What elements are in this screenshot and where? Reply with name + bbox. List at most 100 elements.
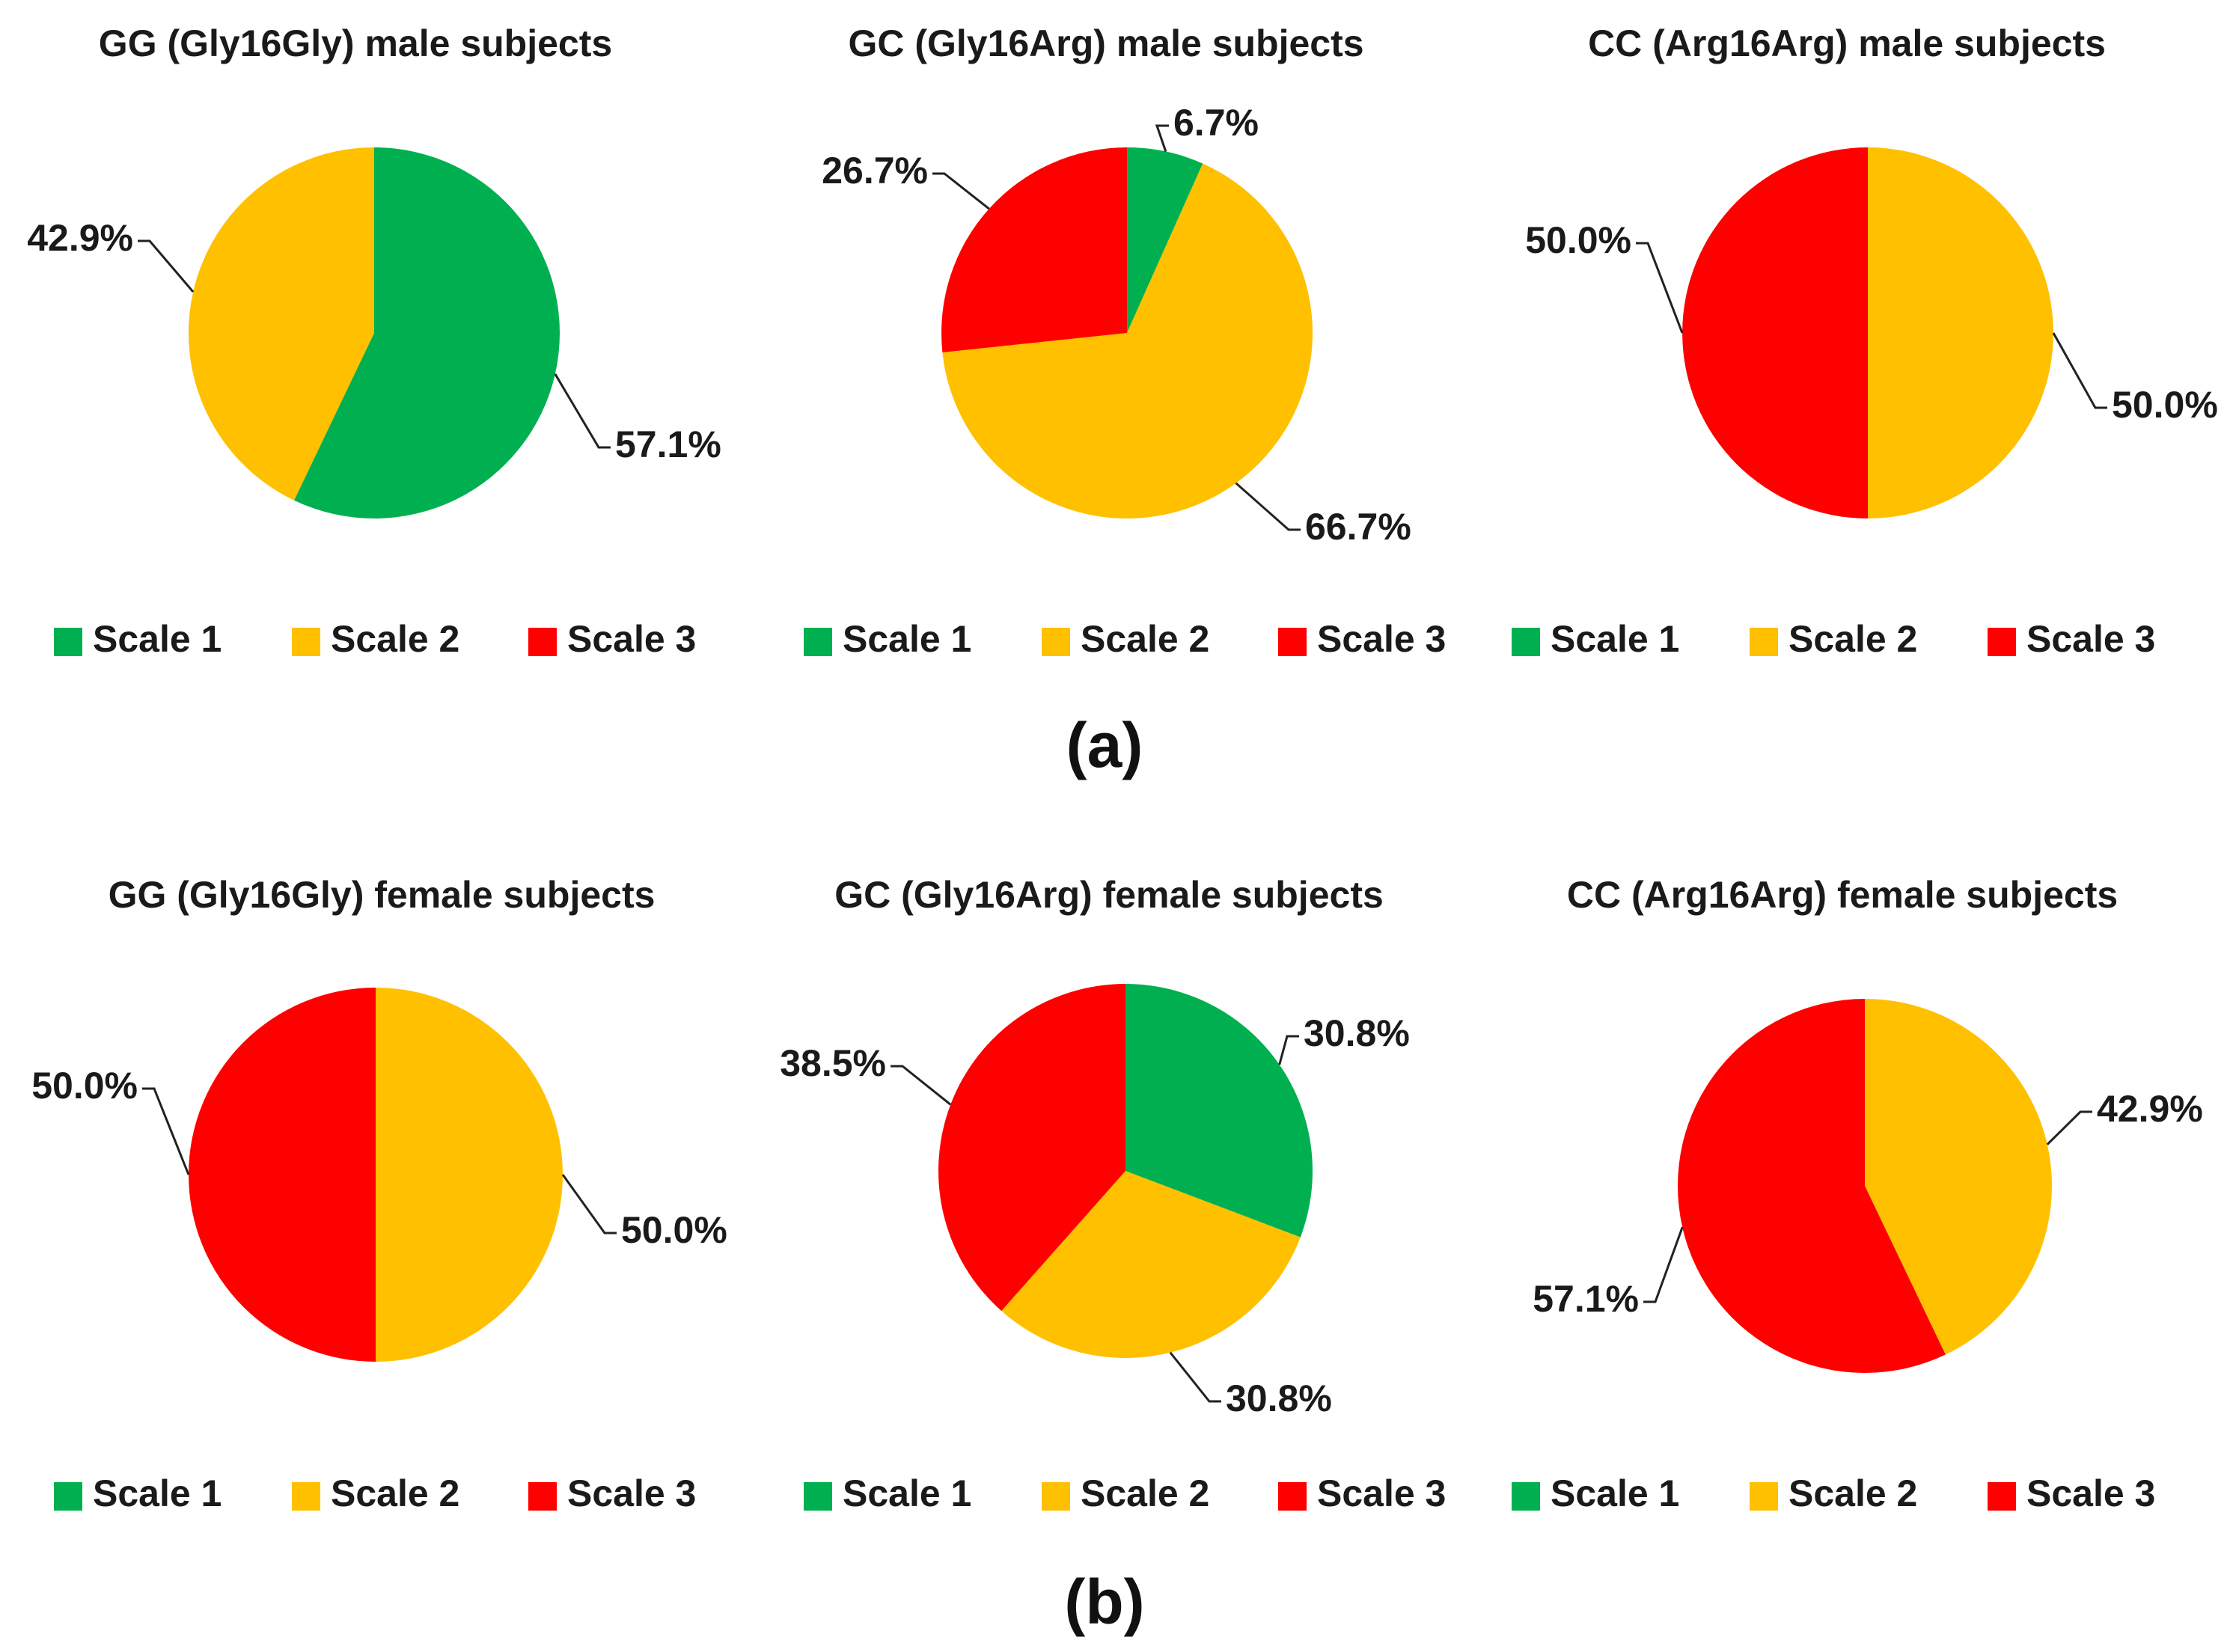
legend-label: Scale 3 xyxy=(2026,1472,2155,1514)
legend-label: Scale 2 xyxy=(331,618,459,660)
legend-label: Scale 1 xyxy=(1551,1472,1679,1514)
legend-label: Scale 3 xyxy=(2026,618,2155,660)
data-label-scale-3: 26.7% xyxy=(822,150,928,192)
chart-title: CC (Arg16Arg) female subjects xyxy=(1567,874,2118,916)
data-label-scale-1: 6.7% xyxy=(1173,102,1259,144)
legend-label: Scale 3 xyxy=(1317,618,1446,660)
panel-label-a: (a) xyxy=(1066,710,1143,780)
legend-label: Scale 1 xyxy=(843,618,971,660)
leader-line xyxy=(1169,1351,1221,1403)
data-label-scale-3: 57.1% xyxy=(1533,1278,1639,1320)
legend-label: Scale 3 xyxy=(567,618,696,660)
legend-label: Scale 2 xyxy=(1081,618,1209,660)
legend-item-scale-3: Scale 3 xyxy=(1278,618,1446,660)
pie-slice-scale-3 xyxy=(941,147,1127,353)
pie-slice-scale-2 xyxy=(1868,147,2053,518)
legend-item-scale-2: Scale 2 xyxy=(1042,618,1209,660)
legend-swatch xyxy=(1512,1482,1540,1511)
legend-item-scale-3: Scale 3 xyxy=(1988,1472,2155,1514)
pie-slice-scale-3 xyxy=(189,988,376,1362)
leader-line xyxy=(2046,1110,2092,1145)
chart-title: GG (Gly16Gly) female subjects xyxy=(109,874,656,916)
pie-chart-1: GG (Gly16Gly) male subjects 57.1% 42.9% Sca… xyxy=(27,22,721,660)
legend-swatch xyxy=(1042,1482,1070,1511)
legend-item-scale-3: Scale 3 xyxy=(1278,1472,1446,1514)
chart-title: GG (Gly16Gly) male subjects xyxy=(99,22,612,64)
legend-label: Scale 3 xyxy=(1317,1472,1446,1514)
legend-item-scale-1: Scale 1 xyxy=(1512,1472,1679,1514)
data-label-scale-3: 50.0% xyxy=(1525,219,1631,261)
leader-line xyxy=(1636,242,1684,334)
leader-line xyxy=(554,373,611,449)
legend-item-scale-1: Scale 1 xyxy=(54,1472,222,1514)
legend-item-scale-2: Scale 2 xyxy=(1042,1472,1209,1514)
legend-item-scale-2: Scale 2 xyxy=(1750,618,1917,660)
pie-slice-scale-2 xyxy=(1001,1171,1301,1358)
leader-line xyxy=(1643,1226,1684,1303)
legend-label: Scale 3 xyxy=(567,1472,696,1514)
pie-chart-2: GC (Gly16Arg) male subjects 6.7% 66.7% 26.7… xyxy=(804,22,1446,660)
legend-swatch xyxy=(292,628,320,656)
legend-swatch xyxy=(1278,1482,1307,1511)
legend-swatch xyxy=(528,1482,557,1511)
leader-line xyxy=(2052,332,2107,409)
pie-slice-scale-3 xyxy=(1682,147,1868,518)
pie-slice-scale-1 xyxy=(294,147,560,518)
legend-swatch xyxy=(528,628,557,656)
charts-layer: GG (Gly16Gly) male subjects 57.1% 42.9% Sca… xyxy=(27,22,2218,1514)
legend-swatch xyxy=(1750,628,1778,656)
data-label-scale-2: 42.9% xyxy=(2097,1088,2203,1130)
pie-slice-scale-3 xyxy=(1677,999,1946,1373)
legend-label: Scale 2 xyxy=(1789,618,1917,660)
legend-item-scale-3: Scale 3 xyxy=(1988,618,2155,660)
pie-slice-scale-2 xyxy=(942,163,1313,519)
panel-label-b: (b) xyxy=(1064,1567,1144,1637)
leader-line xyxy=(1155,124,1169,152)
data-label-scale-3: 50.0% xyxy=(31,1065,138,1107)
data-label-scale-2: 66.7% xyxy=(1305,506,1411,548)
leader-line xyxy=(1235,482,1301,531)
pie-slice-scale-3 xyxy=(938,984,1125,1312)
data-label-scale-2: 50.0% xyxy=(621,1209,727,1251)
chart-title: CC (Arg16Arg) male subjects xyxy=(1588,22,2106,64)
legend-swatch xyxy=(1042,628,1070,656)
pie-chart-6: CC (Arg16Arg) female subjects 42.9% 57.1% S… xyxy=(1512,874,2203,1514)
leader-line xyxy=(932,172,990,210)
leader-line xyxy=(891,1065,952,1106)
legend-item-scale-1: Scale 1 xyxy=(1512,618,1679,660)
pie-chart-4: GG (Gly16Gly) female subjects 50.0% 50.0% S… xyxy=(31,874,727,1514)
data-label-scale-2: 30.8% xyxy=(1226,1377,1332,1419)
legend-swatch xyxy=(804,628,832,656)
pie-slice-scale-2 xyxy=(1865,999,2052,1355)
data-label-scale-2: 42.9% xyxy=(27,217,133,259)
leader-line xyxy=(138,239,195,293)
legend-item-scale-2: Scale 2 xyxy=(292,618,459,660)
legend-swatch xyxy=(292,1482,320,1511)
legend-item-scale-2: Scale 2 xyxy=(1750,1472,1917,1514)
leader-line xyxy=(142,1087,190,1175)
legend-item-scale-1: Scale 1 xyxy=(804,1472,971,1514)
chart-title: GC (Gly16Arg) female subjects xyxy=(834,874,1384,916)
legend-swatch xyxy=(1512,628,1540,656)
data-label-scale-2: 50.0% xyxy=(2112,384,2218,426)
pie-slice-scale-2 xyxy=(376,988,563,1362)
pie-slice-scale-1 xyxy=(1125,984,1313,1238)
chart-title: GC (Gly16Arg) male subjects xyxy=(848,22,1363,64)
pie-slice-scale-1 xyxy=(1127,147,1203,333)
legend-label: Scale 2 xyxy=(1789,1472,1917,1514)
pie-chart-3: CC (Arg16Arg) male subjects 50.0% 50.0% Sca… xyxy=(1512,22,2218,660)
legend-item-scale-1: Scale 1 xyxy=(54,618,222,660)
legend-swatch xyxy=(804,1482,832,1511)
legend-item-scale-3: Scale 3 xyxy=(528,618,696,660)
pie-slice-scale-2 xyxy=(188,147,374,501)
legend-swatch xyxy=(54,1482,82,1511)
legend-label: Scale 2 xyxy=(331,1472,459,1514)
legend-swatch xyxy=(1988,628,2016,656)
data-label-scale-1: 57.1% xyxy=(615,423,721,465)
legend-item-scale-1: Scale 1 xyxy=(804,618,971,660)
legend-label: Scale 2 xyxy=(1081,1472,1209,1514)
legend-item-scale-2: Scale 2 xyxy=(292,1472,459,1514)
legend-item-scale-3: Scale 3 xyxy=(528,1472,696,1514)
data-label-scale-1: 30.8% xyxy=(1304,1012,1410,1054)
legend-label: Scale 1 xyxy=(93,1472,222,1514)
